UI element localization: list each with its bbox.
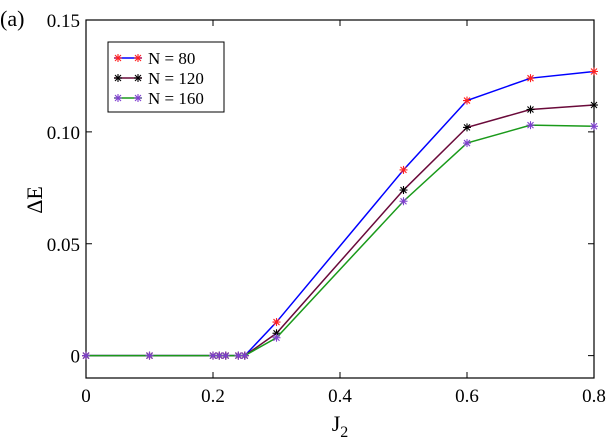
series-line [86, 124, 595, 357]
legend-marker [134, 74, 142, 82]
series-2 [82, 101, 598, 360]
x-tick-label: 0.8 [582, 386, 606, 407]
x-axis-label-main: J [332, 411, 341, 436]
y-tick-label: 0 [71, 347, 81, 368]
data-point [526, 121, 535, 130]
data-point [463, 123, 471, 132]
data-point [399, 197, 408, 206]
legend-label: N = 80 [148, 49, 195, 68]
series-3 [82, 121, 598, 360]
data-point [240, 351, 249, 360]
series-line [86, 70, 595, 357]
y-tick-label: 0.05 [47, 235, 80, 256]
legend-marker [114, 74, 122, 82]
legend-entry: N = 160 [114, 89, 204, 108]
y-axis-ticks: 0 0.05 0.10 0.15 [47, 11, 594, 368]
legend-label: N = 120 [148, 69, 204, 88]
legend-marker [134, 94, 142, 102]
x-axis-label-subscript: 2 [340, 424, 348, 440]
data-point [590, 122, 598, 131]
legend-marker [114, 54, 122, 62]
data-point [526, 74, 535, 83]
data-point [399, 186, 408, 195]
x-tick-label: 0.6 [455, 386, 479, 407]
data-point [272, 318, 281, 327]
legend-entry: N = 80 [114, 49, 195, 68]
data-point [526, 105, 535, 114]
x-tick-label: 0.4 [328, 386, 352, 407]
x-axis-label: J2 [332, 411, 349, 440]
data-point [590, 101, 598, 110]
series-layer [82, 67, 598, 360]
x-tick-label: 0 [81, 386, 91, 407]
x-tick-label: 0.2 [201, 386, 225, 407]
legend-entry: N = 120 [114, 69, 204, 88]
series-line [86, 104, 595, 357]
y-tick-label: 0.15 [47, 11, 80, 32]
legend-marker [134, 54, 142, 62]
data-point [272, 333, 281, 342]
data-point [399, 165, 408, 174]
legend-marker [114, 94, 122, 102]
x-axis-ticks: 0 0.2 0.4 0.6 0.8 [81, 20, 606, 407]
data-point [463, 139, 471, 148]
data-point [221, 351, 230, 360]
panel-label: (a) [0, 6, 24, 31]
data-point [82, 351, 90, 360]
data-point [590, 67, 598, 76]
legend-box [107, 41, 225, 113]
y-axis-label: ΔE [22, 186, 47, 214]
data-point [463, 96, 471, 105]
y-tick-label: 0.10 [47, 123, 80, 144]
legend-label: N = 160 [148, 89, 204, 108]
data-point [145, 351, 154, 360]
